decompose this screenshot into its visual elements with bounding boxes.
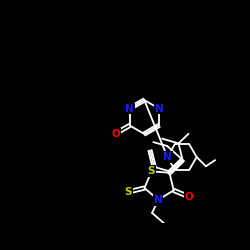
Text: N: N	[154, 104, 163, 114]
Text: O: O	[185, 192, 194, 202]
Text: N: N	[154, 195, 162, 205]
Text: O: O	[111, 128, 120, 138]
Text: S: S	[124, 187, 132, 197]
Text: S: S	[148, 166, 155, 176]
Text: N: N	[125, 104, 134, 114]
Text: N: N	[163, 152, 172, 162]
